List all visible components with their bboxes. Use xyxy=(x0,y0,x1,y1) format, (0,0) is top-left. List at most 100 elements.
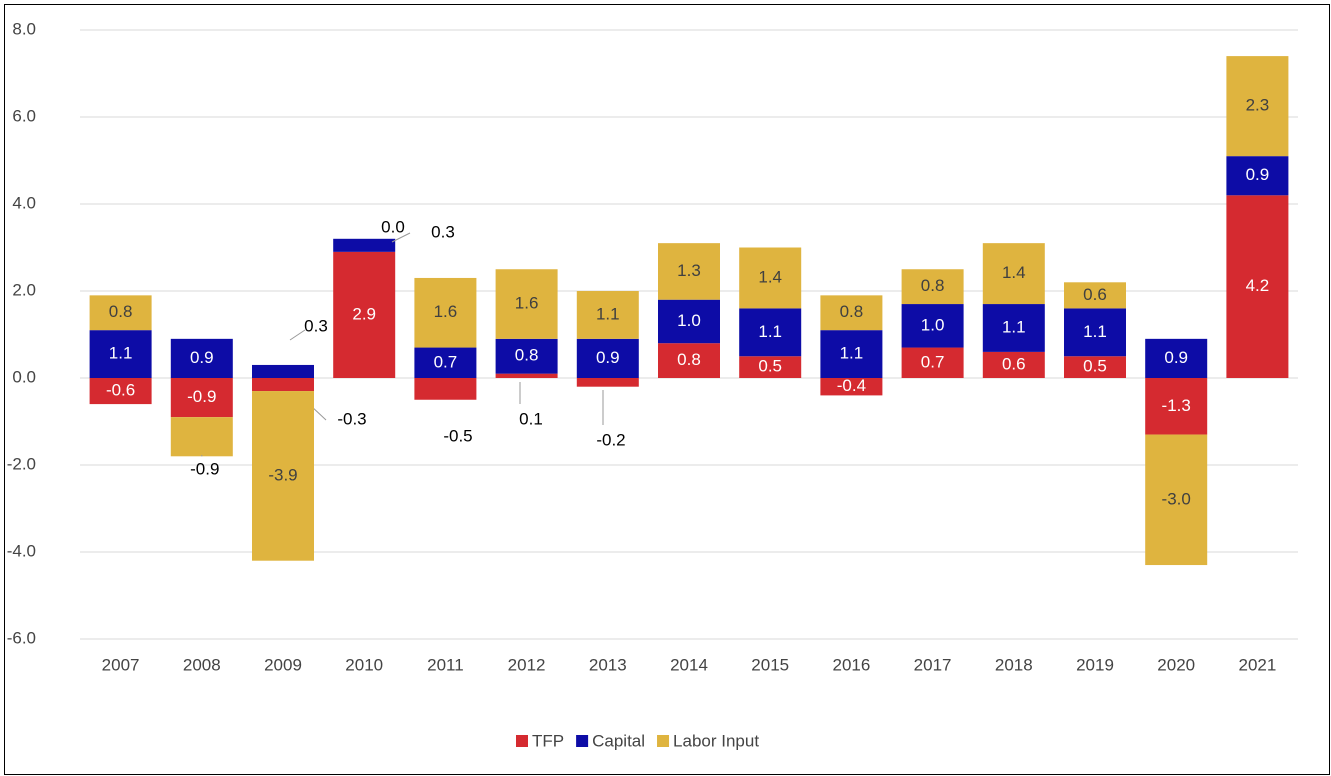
bar-segment xyxy=(658,243,720,300)
bar-segment xyxy=(982,351,1045,378)
x-tick-label: 2015 xyxy=(751,655,789,674)
x-tick-label: 2007 xyxy=(102,655,140,674)
bar-segment xyxy=(252,378,314,392)
bar-segment xyxy=(739,247,802,309)
data-label: 1.4 xyxy=(758,267,782,286)
data-label: 0.3 xyxy=(304,316,328,335)
y-tick-label: 8.0 xyxy=(12,19,36,38)
data-label: -0.3 xyxy=(337,409,366,428)
data-label: 0.7 xyxy=(434,352,458,371)
bar-segment xyxy=(576,291,639,339)
legend-label: Capital xyxy=(592,731,645,750)
legend-swatch xyxy=(576,735,589,747)
data-label: 0.0 xyxy=(381,217,405,236)
bar-segment xyxy=(658,343,720,378)
data-label: 1.0 xyxy=(677,311,701,330)
data-label: 0.9 xyxy=(190,348,214,367)
x-tick-label: 2020 xyxy=(1157,655,1195,674)
bar-segment xyxy=(820,378,883,396)
legend-swatch xyxy=(516,735,528,747)
y-tick-label: 0.0 xyxy=(12,367,36,386)
data-label: 1.1 xyxy=(1083,322,1107,341)
bar-segment xyxy=(820,330,883,378)
data-label: -1.3 xyxy=(1162,396,1191,415)
data-label: 0.8 xyxy=(109,302,133,321)
data-label: 1.4 xyxy=(1002,263,1026,282)
bar-segment xyxy=(333,238,396,252)
data-label: 2.9 xyxy=(352,304,376,323)
x-tick-label: 2017 xyxy=(914,655,952,674)
x-tick-label: 2021 xyxy=(1238,655,1276,674)
data-label: -3.0 xyxy=(1162,489,1191,508)
data-label: -3.9 xyxy=(268,465,297,484)
x-tick-label: 2014 xyxy=(670,655,708,674)
data-label: 0.3 xyxy=(431,222,455,241)
x-tick-label: 2009 xyxy=(264,655,302,674)
bar-segment xyxy=(414,277,477,348)
data-label: 0.8 xyxy=(677,350,701,369)
data-label: 0.6 xyxy=(1083,285,1107,304)
bar-segment xyxy=(333,251,396,378)
x-tick-label: 2008 xyxy=(183,655,221,674)
data-label: 1.6 xyxy=(434,302,458,321)
data-label: -0.2 xyxy=(596,430,625,449)
data-label: 0.8 xyxy=(921,276,945,295)
bar-segment xyxy=(1145,434,1208,566)
y-tick-label: -4.0 xyxy=(7,541,36,560)
data-label: 0.9 xyxy=(1164,348,1188,367)
bar-segment xyxy=(658,299,720,344)
bar-segment xyxy=(1226,156,1289,196)
data-label: 2.3 xyxy=(1246,96,1270,115)
data-label: -0.5 xyxy=(443,426,472,445)
bar-segment xyxy=(739,308,802,357)
bar-segment xyxy=(901,269,964,305)
data-label: 4.2 xyxy=(1246,276,1270,295)
bar-segment xyxy=(170,338,233,378)
y-tick-label: 2.0 xyxy=(12,280,36,299)
callout-line xyxy=(289,329,306,341)
data-label: 1.1 xyxy=(596,304,620,323)
x-tick-label: 2011 xyxy=(427,655,464,674)
bar-segment xyxy=(739,356,802,378)
bar-segment xyxy=(495,269,558,339)
data-label: 0.9 xyxy=(596,348,620,367)
data-label: 0.9 xyxy=(1246,165,1270,184)
bar-segment xyxy=(89,378,152,405)
bar-segment xyxy=(576,378,639,387)
bar-segment xyxy=(414,347,477,378)
data-label: -0.4 xyxy=(837,376,866,395)
data-label: 1.1 xyxy=(840,344,864,363)
bar-segment xyxy=(1145,338,1208,378)
data-label: 1.1 xyxy=(758,322,782,341)
legend-swatch xyxy=(657,735,670,747)
data-label: 0.5 xyxy=(1083,357,1107,376)
bar-segment xyxy=(1226,195,1289,378)
data-label: 1.1 xyxy=(1002,317,1026,336)
y-tick-label: -6.0 xyxy=(7,628,36,647)
legend-label: TFP xyxy=(532,731,564,750)
data-label: 1.0 xyxy=(921,315,945,334)
data-label: 1.1 xyxy=(109,344,133,363)
bar-segment xyxy=(1226,56,1289,157)
data-label: -0.9 xyxy=(190,459,219,478)
bar-segment xyxy=(1064,356,1126,378)
data-label: 1.3 xyxy=(677,261,701,280)
x-tick-label: 2010 xyxy=(345,655,383,674)
x-tick-label: 2016 xyxy=(832,655,870,674)
bar-segment xyxy=(89,330,152,378)
bar-segment xyxy=(170,417,233,457)
bar-segment xyxy=(495,338,558,374)
data-label: -0.6 xyxy=(106,381,135,400)
y-tick-label: -2.0 xyxy=(7,454,36,473)
legend-label: Labor Input xyxy=(673,731,759,750)
bar-segment xyxy=(170,378,233,418)
bar-segment xyxy=(414,378,477,400)
data-label: 0.6 xyxy=(1002,354,1026,373)
y-tick-label: 4.0 xyxy=(12,193,36,212)
bar-segment xyxy=(1064,282,1126,309)
y-tick-label: 6.0 xyxy=(12,106,36,125)
data-label: 1.6 xyxy=(515,294,539,313)
data-label: -0.9 xyxy=(187,387,216,406)
data-label: 0.7 xyxy=(921,352,945,371)
